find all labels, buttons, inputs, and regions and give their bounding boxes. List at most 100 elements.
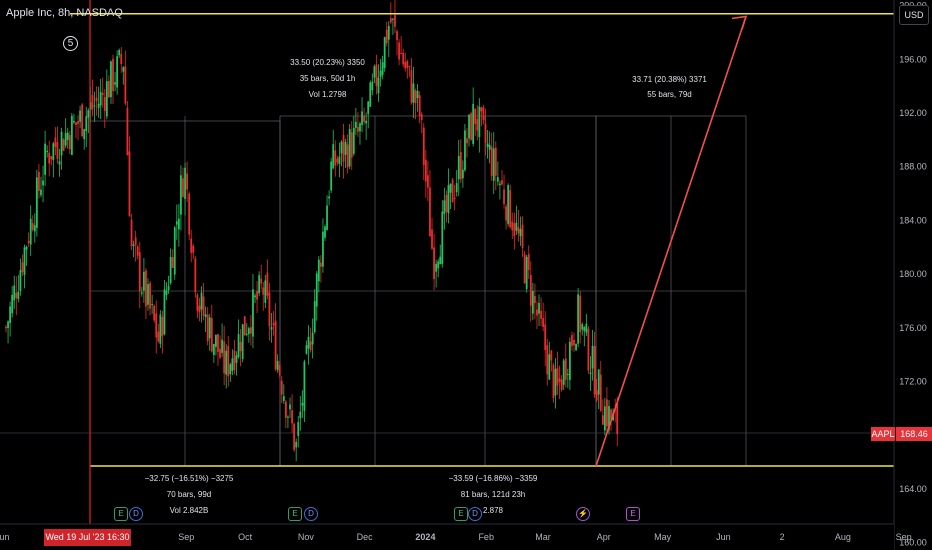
candle-body — [175, 221, 178, 225]
price-axis-bg — [894, 0, 932, 550]
marker-number[interactable]: 5 — [63, 36, 78, 51]
candle-body — [507, 185, 510, 224]
candle-body — [33, 225, 36, 232]
candle-body — [208, 317, 211, 339]
candle-body — [330, 161, 333, 191]
candle-body — [192, 245, 195, 253]
candle-body — [396, 31, 398, 41]
candle-body — [66, 132, 69, 141]
candle-body — [424, 159, 427, 182]
candle-body — [332, 144, 335, 169]
dividend-icon[interactable]: D — [468, 507, 482, 521]
y-tick-label: 172.00 — [899, 376, 927, 386]
candle-body — [394, 15, 396, 27]
candle-body — [225, 350, 228, 375]
candle-body — [206, 314, 209, 342]
candle-body — [153, 305, 156, 321]
candle-body — [433, 247, 435, 280]
earnings-icon[interactable]: E — [288, 507, 302, 521]
candle-body — [108, 80, 110, 98]
candle-body — [484, 123, 487, 143]
candle-body — [184, 167, 186, 199]
candle-body — [171, 257, 174, 269]
dividend-icon[interactable]: D — [129, 507, 143, 521]
candle-body — [546, 345, 549, 375]
candle-body — [132, 244, 135, 247]
annotation-line: 55 bars, 79d — [647, 90, 692, 99]
candle-body — [227, 346, 230, 377]
earnings-icon[interactable]: E — [454, 507, 468, 521]
currency-button[interactable]: USD — [899, 5, 929, 25]
candle-body — [387, 25, 390, 40]
candle-body — [97, 103, 100, 109]
candle-body — [511, 221, 514, 231]
candle-body — [342, 134, 345, 162]
annotation-line: Vol 2.842B — [169, 506, 209, 515]
candle-body — [233, 350, 236, 371]
candle-body — [367, 101, 370, 114]
candle-body — [237, 334, 240, 358]
candle-body — [416, 90, 419, 99]
candle-body — [210, 318, 213, 352]
candle-body — [95, 97, 98, 102]
candle-body — [517, 227, 520, 234]
candle-body — [435, 263, 438, 272]
candle-body — [585, 323, 588, 333]
candle-body — [149, 283, 151, 309]
candle-body — [85, 116, 88, 132]
candle-body — [25, 246, 28, 250]
candle-body — [186, 173, 189, 190]
time-axis-bg — [0, 524, 894, 550]
candle-body — [188, 193, 191, 235]
candle-body — [466, 138, 468, 144]
candle-body — [217, 334, 219, 353]
candle-body — [301, 402, 304, 406]
candle-body — [46, 150, 49, 152]
dividend-icon[interactable]: D — [304, 507, 318, 521]
candle-body — [315, 273, 318, 307]
candle-body — [369, 82, 372, 107]
earnings-upcoming-icon[interactable]: E — [626, 507, 640, 521]
annotation-line: 81 bars, 121d 23h — [460, 490, 526, 499]
candle-body — [190, 238, 193, 253]
candle-body — [287, 416, 289, 418]
candle-body — [338, 156, 341, 164]
candle-body — [515, 222, 518, 231]
candle-body — [317, 259, 320, 282]
bolt-icon[interactable]: ⚡ — [576, 507, 590, 521]
candle-body — [513, 223, 516, 237]
candle-body — [422, 127, 425, 165]
candle-body — [124, 66, 127, 104]
candle-body — [29, 218, 32, 245]
crosshair-date-tag: Wed 19 Jul '23 16:30 — [44, 529, 131, 546]
candle-body — [81, 104, 84, 136]
candle-body — [91, 94, 94, 110]
candle-body — [470, 113, 473, 140]
candle-body — [198, 305, 201, 313]
candle-body — [270, 327, 273, 330]
candle-body — [145, 270, 147, 307]
candle-body — [17, 291, 20, 299]
candle-body — [363, 115, 365, 122]
candle-body — [110, 61, 112, 98]
x-tick-label: 2024 — [415, 532, 435, 542]
candle-body — [379, 70, 382, 78]
candle-body — [383, 37, 386, 69]
candle-body — [235, 355, 238, 363]
symbol-tag: AAPL — [871, 427, 895, 441]
candle-body — [247, 328, 250, 335]
earnings-icon[interactable]: E — [114, 507, 128, 521]
candle-body — [408, 66, 411, 68]
candle-body — [385, 29, 388, 44]
candle-body — [140, 292, 143, 294]
annotation-line: −32.75 (−16.51%) −3275 — [144, 474, 234, 483]
y-tick-label: 196.00 — [899, 54, 927, 64]
candle-body — [101, 92, 104, 96]
candle-body — [447, 185, 450, 214]
candle-body — [256, 291, 258, 300]
candle-body — [400, 52, 403, 54]
candle-body — [603, 406, 606, 431]
candle-body — [577, 294, 580, 344]
candle-body — [472, 103, 475, 144]
